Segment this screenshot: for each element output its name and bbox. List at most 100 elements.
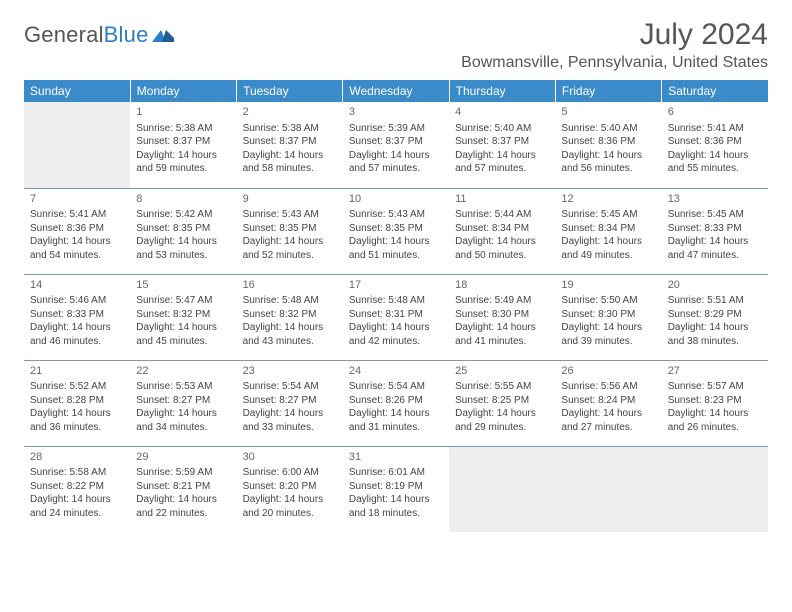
daylight-line: Daylight: 14 hours and 20 minutes. (243, 493, 337, 520)
sunrise-line: Sunrise: 5:48 AM (243, 294, 337, 308)
weekday-header: Monday (130, 80, 236, 102)
daylight-line: Daylight: 14 hours and 55 minutes. (668, 149, 762, 176)
logo-text-1: General (24, 22, 104, 48)
month-title: July 2024 (640, 18, 768, 52)
day-number: 13 (668, 192, 762, 207)
sunrise-line: Sunrise: 5:59 AM (136, 466, 230, 480)
calendar-cell: 1Sunrise: 5:38 AMSunset: 8:37 PMDaylight… (130, 102, 236, 188)
day-number: 23 (243, 364, 337, 379)
day-number: 15 (136, 278, 230, 293)
calendar-cell: 21Sunrise: 5:52 AMSunset: 8:28 PMDayligh… (24, 360, 130, 446)
day-number: 3 (349, 105, 443, 120)
day-number: 18 (455, 278, 549, 293)
daylight-line: Daylight: 14 hours and 58 minutes. (243, 149, 337, 176)
calendar-cell: 2Sunrise: 5:38 AMSunset: 8:37 PMDaylight… (237, 102, 343, 188)
sunrise-line: Sunrise: 5:41 AM (668, 122, 762, 136)
sunset-line: Sunset: 8:31 PM (349, 308, 443, 322)
sunrise-line: Sunrise: 5:38 AM (136, 122, 230, 136)
sunset-line: Sunset: 8:21 PM (136, 480, 230, 494)
day-number: 12 (561, 192, 655, 207)
calendar-cell: 29Sunrise: 5:59 AMSunset: 8:21 PMDayligh… (130, 446, 236, 532)
sunset-line: Sunset: 8:26 PM (349, 394, 443, 408)
calendar-cell: 3Sunrise: 5:39 AMSunset: 8:37 PMDaylight… (343, 102, 449, 188)
sunset-line: Sunset: 8:27 PM (136, 394, 230, 408)
day-number: 4 (455, 105, 549, 120)
weekday-header: Saturday (662, 80, 768, 102)
sunrise-line: Sunrise: 6:00 AM (243, 466, 337, 480)
sunset-line: Sunset: 8:25 PM (455, 394, 549, 408)
calendar-cell-blank (555, 446, 661, 532)
calendar-cell-blank (24, 102, 130, 188)
sunrise-line: Sunrise: 5:44 AM (455, 208, 549, 222)
day-number: 21 (30, 364, 124, 379)
calendar-cell: 11Sunrise: 5:44 AMSunset: 8:34 PMDayligh… (449, 188, 555, 274)
day-number: 19 (561, 278, 655, 293)
daylight-line: Daylight: 14 hours and 49 minutes. (561, 235, 655, 262)
daylight-line: Daylight: 14 hours and 39 minutes. (561, 321, 655, 348)
daylight-line: Daylight: 14 hours and 52 minutes. (243, 235, 337, 262)
day-number: 26 (561, 364, 655, 379)
calendar-cell: 10Sunrise: 5:43 AMSunset: 8:35 PMDayligh… (343, 188, 449, 274)
sunrise-line: Sunrise: 5:45 AM (668, 208, 762, 222)
sunrise-line: Sunrise: 5:54 AM (349, 380, 443, 394)
logo: GeneralBlue (24, 22, 174, 48)
sunrise-line: Sunrise: 5:49 AM (455, 294, 549, 308)
sunrise-line: Sunrise: 5:50 AM (561, 294, 655, 308)
daylight-line: Daylight: 14 hours and 51 minutes. (349, 235, 443, 262)
weekday-header: Wednesday (343, 80, 449, 102)
calendar-cell: 15Sunrise: 5:47 AMSunset: 8:32 PMDayligh… (130, 274, 236, 360)
logo-icon (152, 22, 174, 48)
calendar-cell: 19Sunrise: 5:50 AMSunset: 8:30 PMDayligh… (555, 274, 661, 360)
daylight-line: Daylight: 14 hours and 57 minutes. (455, 149, 549, 176)
daylight-line: Daylight: 14 hours and 31 minutes. (349, 407, 443, 434)
sunrise-line: Sunrise: 5:41 AM (30, 208, 124, 222)
day-number: 24 (349, 364, 443, 379)
weekday-header: Sunday (24, 80, 130, 102)
daylight-line: Daylight: 14 hours and 57 minutes. (349, 149, 443, 176)
sunrise-line: Sunrise: 5:55 AM (455, 380, 549, 394)
sunset-line: Sunset: 8:27 PM (243, 394, 337, 408)
daylight-line: Daylight: 14 hours and 33 minutes. (243, 407, 337, 434)
daylight-line: Daylight: 14 hours and 45 minutes. (136, 321, 230, 348)
daylight-line: Daylight: 14 hours and 26 minutes. (668, 407, 762, 434)
calendar-table: SundayMondayTuesdayWednesdayThursdayFrid… (24, 80, 768, 532)
daylight-line: Daylight: 14 hours and 53 minutes. (136, 235, 230, 262)
day-number: 17 (349, 278, 443, 293)
sunrise-line: Sunrise: 5:46 AM (30, 294, 124, 308)
sunset-line: Sunset: 8:30 PM (561, 308, 655, 322)
daylight-line: Daylight: 14 hours and 29 minutes. (455, 407, 549, 434)
calendar-cell: 7Sunrise: 5:41 AMSunset: 8:36 PMDaylight… (24, 188, 130, 274)
sunrise-line: Sunrise: 5:38 AM (243, 122, 337, 136)
sunset-line: Sunset: 8:32 PM (243, 308, 337, 322)
daylight-line: Daylight: 14 hours and 38 minutes. (668, 321, 762, 348)
day-number: 7 (30, 192, 124, 207)
sunset-line: Sunset: 8:19 PM (349, 480, 443, 494)
calendar-cell: 25Sunrise: 5:55 AMSunset: 8:25 PMDayligh… (449, 360, 555, 446)
sunset-line: Sunset: 8:33 PM (30, 308, 124, 322)
sunrise-line: Sunrise: 5:57 AM (668, 380, 762, 394)
calendar-cell: 17Sunrise: 5:48 AMSunset: 8:31 PMDayligh… (343, 274, 449, 360)
sunset-line: Sunset: 8:32 PM (136, 308, 230, 322)
sunset-line: Sunset: 8:37 PM (243, 135, 337, 149)
day-number: 9 (243, 192, 337, 207)
sunrise-line: Sunrise: 5:43 AM (349, 208, 443, 222)
calendar-cell: 26Sunrise: 5:56 AMSunset: 8:24 PMDayligh… (555, 360, 661, 446)
day-number: 11 (455, 192, 549, 207)
daylight-line: Daylight: 14 hours and 36 minutes. (30, 407, 124, 434)
daylight-line: Daylight: 14 hours and 24 minutes. (30, 493, 124, 520)
sunset-line: Sunset: 8:23 PM (668, 394, 762, 408)
sunrise-line: Sunrise: 5:40 AM (455, 122, 549, 136)
daylight-line: Daylight: 14 hours and 22 minutes. (136, 493, 230, 520)
sunrise-line: Sunrise: 5:51 AM (668, 294, 762, 308)
sunrise-line: Sunrise: 5:43 AM (243, 208, 337, 222)
daylight-line: Daylight: 14 hours and 18 minutes. (349, 493, 443, 520)
weekday-header: Tuesday (237, 80, 343, 102)
calendar-cell: 13Sunrise: 5:45 AMSunset: 8:33 PMDayligh… (662, 188, 768, 274)
sunset-line: Sunset: 8:37 PM (455, 135, 549, 149)
sunrise-line: Sunrise: 5:47 AM (136, 294, 230, 308)
day-number: 28 (30, 450, 124, 465)
sunrise-line: Sunrise: 5:48 AM (349, 294, 443, 308)
sunset-line: Sunset: 8:35 PM (136, 222, 230, 236)
sunset-line: Sunset: 8:28 PM (30, 394, 124, 408)
day-number: 20 (668, 278, 762, 293)
